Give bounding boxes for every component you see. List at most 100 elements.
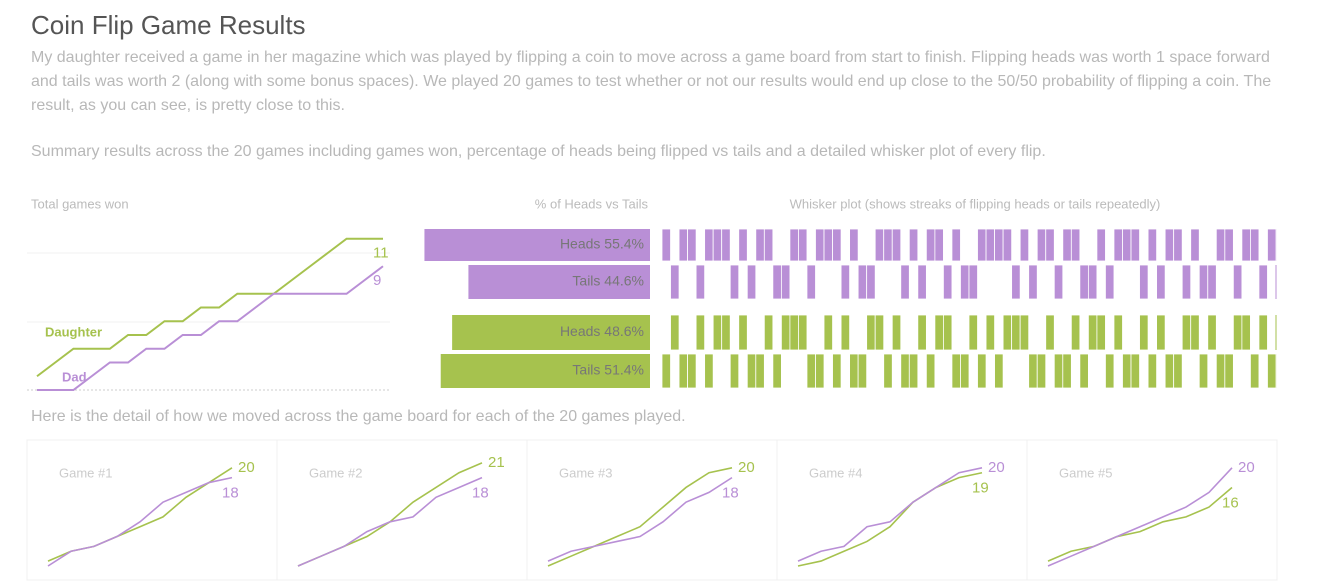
flip-stripe xyxy=(789,314,799,351)
flip-stripe xyxy=(1019,314,1030,351)
flip-stripe xyxy=(925,353,936,389)
flip-stripe xyxy=(1232,264,1243,300)
flip-stripe xyxy=(1070,314,1081,351)
flip-stripe xyxy=(994,353,1004,389)
flip-stripe xyxy=(857,264,868,300)
flip-stripe xyxy=(729,353,740,389)
flip-stripe xyxy=(823,228,833,262)
flip-stripe xyxy=(1113,314,1123,351)
flip-stripe xyxy=(1267,353,1277,389)
flip-stripe xyxy=(1139,264,1149,300)
flip-stripe xyxy=(1045,228,1055,262)
flip-stripe xyxy=(772,264,782,300)
flip-stripe xyxy=(772,353,782,389)
flip-stripe xyxy=(687,228,697,262)
flip-stripe xyxy=(960,353,970,389)
game-line xyxy=(547,476,733,562)
flip-stripe xyxy=(925,228,936,262)
flip-stripe xyxy=(849,228,859,262)
flip-stripe xyxy=(874,314,885,351)
flip-stripe xyxy=(832,353,842,389)
series-line xyxy=(36,237,383,378)
flip-stripe xyxy=(849,353,859,389)
flip-stripe xyxy=(1105,264,1115,300)
flip-stripe xyxy=(695,264,706,300)
bar xyxy=(452,315,650,350)
flip-stripe xyxy=(891,228,902,262)
flip-stripe xyxy=(1250,228,1260,262)
flip-stripe xyxy=(755,228,765,262)
flip-stripe xyxy=(806,353,816,389)
flip-stripe xyxy=(678,353,688,389)
flip-stripe xyxy=(1147,228,1158,262)
end-label: 18 xyxy=(222,485,239,502)
description: My daughter received a game in her magaz… xyxy=(31,49,1272,114)
flip-stripe xyxy=(1028,353,1038,389)
flip-stripe xyxy=(1002,228,1013,262)
flip-stripe xyxy=(806,264,816,300)
flip-stripe xyxy=(815,228,825,262)
flip-stripe xyxy=(1258,314,1268,351)
series-label: Dad xyxy=(62,369,87,384)
flip-stripe xyxy=(721,228,731,262)
flip-stripe xyxy=(1207,314,1217,351)
chart-title: Total games won xyxy=(31,196,129,211)
bar xyxy=(440,354,650,388)
flip-stripe xyxy=(1130,353,1140,389)
flip-stripe xyxy=(1198,264,1209,300)
flip-stripe xyxy=(866,264,876,300)
flip-stripe xyxy=(1224,228,1234,262)
game-line xyxy=(547,467,733,567)
flip-stripe xyxy=(977,353,987,389)
flip-stripe xyxy=(661,228,671,262)
flip-stripe xyxy=(1096,228,1106,262)
flip-stripe xyxy=(1190,228,1200,262)
flip-stripe xyxy=(900,264,910,300)
flip-stripe xyxy=(994,228,1004,262)
flip-stripe xyxy=(1062,353,1072,389)
flip-stripe xyxy=(857,353,868,389)
flip-stripe xyxy=(1250,353,1260,389)
flip-stripe xyxy=(1122,228,1132,262)
detail-intro: Here is the detail of how we moved acros… xyxy=(31,408,686,425)
end-label: 18 xyxy=(472,485,489,502)
end-label: 9 xyxy=(373,272,381,289)
title: Coin Flip Game Results xyxy=(31,10,306,40)
flip-stripe xyxy=(670,264,680,300)
flip-stripe xyxy=(704,228,714,262)
flip-stripe xyxy=(687,353,697,389)
flip-stripe xyxy=(798,228,808,262)
flip-stripe xyxy=(1105,353,1115,389)
flip-stripe xyxy=(1207,264,1217,300)
series-label: Daughter xyxy=(45,324,102,339)
bar-label: Tails 51.4% xyxy=(572,362,644,378)
flip-stripe xyxy=(678,228,688,262)
flip-stripe xyxy=(883,228,893,262)
game-title: Game #3 xyxy=(559,465,612,480)
end-label: 20 xyxy=(738,459,755,476)
flip-stripe xyxy=(900,353,910,389)
flip-stripe xyxy=(908,353,919,389)
flip-stripe xyxy=(968,264,978,300)
flip-stripe xyxy=(1062,228,1072,262)
flip-stripe xyxy=(670,314,680,351)
flip-stripe xyxy=(1053,353,1064,389)
bar xyxy=(468,265,650,299)
flip-stripe xyxy=(1011,314,1021,351)
flip-stripe xyxy=(789,228,799,262)
flip-stripe xyxy=(1198,353,1209,389)
end-label: 16 xyxy=(1222,494,1239,511)
end-label: 11 xyxy=(373,245,389,262)
flip-stripe xyxy=(866,314,876,351)
series-line xyxy=(37,265,384,391)
flip-stripe xyxy=(729,264,740,300)
flip-stripe xyxy=(1028,264,1038,300)
flip-stripe xyxy=(780,314,791,351)
flip-stripe xyxy=(985,314,995,351)
flip-stripe xyxy=(712,314,723,351)
flip-stripe xyxy=(1164,228,1175,262)
flip-stripe xyxy=(1164,353,1175,389)
flip-stripe xyxy=(840,314,851,351)
game-line xyxy=(47,476,233,567)
